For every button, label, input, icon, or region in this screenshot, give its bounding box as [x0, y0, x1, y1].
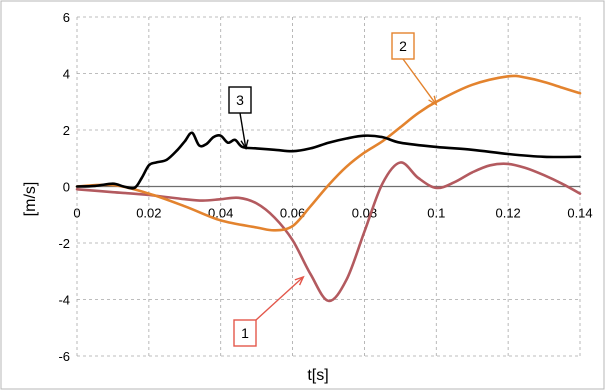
y-tick-label: -4: [58, 293, 70, 308]
callout-arrow-line: [255, 276, 304, 321]
series-line-1: [75, 161, 582, 303]
callout-arrow-head: [240, 139, 249, 151]
y-tick-label: 0: [63, 180, 70, 195]
y-tick-label: -6: [58, 349, 70, 364]
y-tick-label: -2: [58, 236, 70, 251]
callout-2: 2: [391, 32, 438, 107]
series-line-2: [75, 74, 582, 232]
x-tick-label: 0.12: [495, 206, 520, 221]
x-tick-label: 0.04: [208, 206, 233, 221]
callout-arrow-line: [402, 58, 437, 105]
series-line-3: [75, 131, 582, 190]
x-tick-label: 0.06: [280, 206, 305, 221]
callout-arrow-head: [428, 95, 438, 107]
x-tick-label: 0: [73, 206, 80, 221]
x-tick-label: 0.14: [567, 206, 592, 221]
callout-1: 1: [233, 275, 305, 347]
callout-box: [391, 32, 415, 60]
series-callouts: 1 2 3: [228, 32, 438, 347]
callout-label: 1: [241, 325, 249, 341]
x-axis-label: t[s]: [307, 367, 328, 384]
series-lines: [75, 74, 582, 303]
y-tick-label: 4: [63, 67, 70, 82]
x-tick-label: 0.1: [427, 206, 445, 221]
callout-arrow-line: [239, 112, 247, 149]
callout-box: [228, 86, 252, 114]
y-tick-label: 2: [63, 123, 70, 138]
y-tick-labels: 6 4 2 0 -2 -4 -6: [58, 10, 70, 364]
y-axis-label: [m/s]: [22, 182, 39, 217]
x-tick-label: 0.02: [136, 206, 161, 221]
callout-label: 3: [236, 92, 244, 108]
callout-arrow-head: [294, 275, 305, 286]
callout-label: 2: [399, 38, 407, 54]
y-tick-label: 6: [63, 10, 70, 25]
callout-box: [233, 319, 257, 347]
callout-3: 3: [228, 86, 252, 151]
